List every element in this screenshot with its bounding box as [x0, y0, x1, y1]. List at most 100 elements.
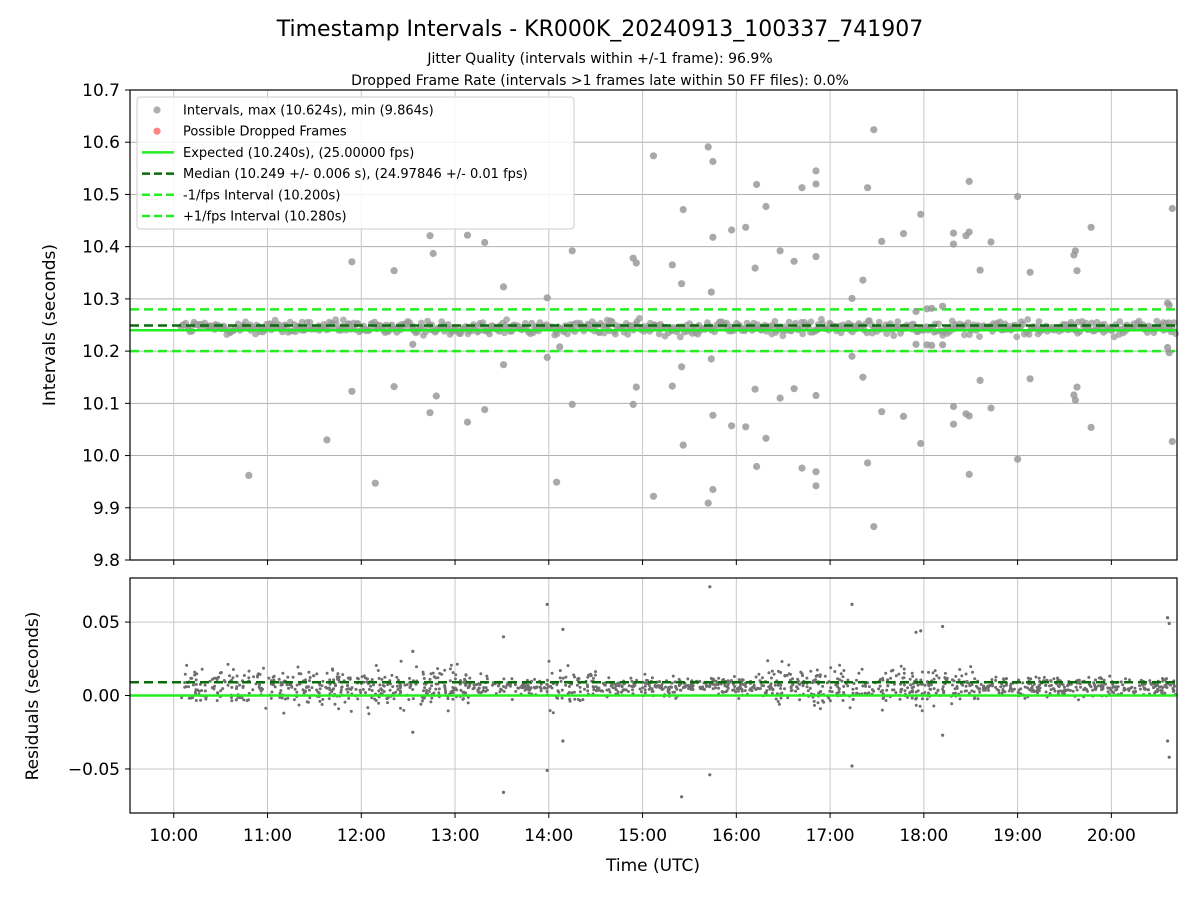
residual-point: [461, 690, 465, 694]
residual-point: [374, 664, 378, 667]
residual-point: [841, 675, 845, 679]
residual-point: [1108, 674, 1112, 678]
residual-point: [576, 677, 580, 680]
residual-point: [318, 687, 322, 691]
interval-outlier-point: [762, 434, 770, 442]
legend-entry-label: Intervals, max (10.624s), min (9.864s): [183, 104, 434, 119]
residual-point: [1061, 683, 1065, 687]
residual-point: [374, 699, 378, 702]
top-y-ticks: 9.8 9.9 10.0 10.1 10.2 10.3 10.4 10.5 10.6 10.7: [82, 81, 130, 571]
residual-point: [479, 672, 483, 676]
residual-point: [455, 662, 459, 666]
residual-point: [386, 683, 390, 687]
residual-point: [390, 673, 394, 677]
residual-point: [957, 678, 961, 682]
interval-outlier-point: [649, 152, 658, 160]
residual-point: [915, 696, 918, 700]
residual-point: [394, 690, 398, 694]
residual-point: [437, 691, 441, 695]
residual-point: [1048, 684, 1051, 688]
residual-point: [180, 696, 184, 700]
legend-box: [136, 96, 575, 230]
residual-point: [422, 677, 426, 680]
residual-point: [976, 697, 980, 701]
top-y-tick-label: 10.4: [82, 238, 120, 258]
residual-point: [256, 673, 260, 677]
residual-point: [643, 684, 647, 688]
residual-point: [973, 677, 977, 681]
residual-point: [508, 684, 512, 688]
residual-point: [1074, 685, 1078, 689]
residual-point: [650, 676, 654, 680]
residual-point: [567, 685, 571, 688]
residual-point: [931, 671, 935, 675]
residual-point: [943, 671, 947, 675]
interval-outlier-point: [812, 253, 820, 261]
residual-point: [1152, 685, 1156, 689]
interval-outlier-point: [949, 240, 958, 248]
residual-point: [247, 676, 251, 680]
interval-point: [1116, 318, 1124, 325]
residual-outlier-point: [411, 730, 415, 734]
chart-subtitle-dropped: Dropped Frame Rate (intervals >1 frames …: [351, 73, 849, 89]
residual-point: [1148, 679, 1152, 683]
residual-point: [359, 691, 363, 695]
residual-point: [994, 675, 998, 679]
residual-point: [548, 709, 552, 713]
residual-point: [791, 683, 795, 687]
residual-point: [1156, 683, 1160, 687]
residual-point: [1160, 689, 1164, 693]
residual-point: [377, 676, 381, 680]
residual-point: [334, 684, 337, 688]
residual-point: [529, 686, 533, 690]
residual-outlier-point: [411, 649, 415, 654]
residual-point: [714, 686, 718, 690]
residual-point: [679, 688, 683, 692]
residual-point: [967, 681, 971, 685]
residual-point: [766, 659, 770, 663]
residual-point: [235, 674, 239, 678]
x-axis-label: Time (UTC): [605, 856, 700, 876]
residual-point: [370, 689, 374, 692]
interval-outlier-point: [812, 482, 820, 490]
residual-point: [1171, 690, 1175, 693]
residual-point: [1056, 676, 1059, 680]
residual-point: [370, 696, 374, 700]
chart-title: Timestamp Intervals - KR000K_20240913_10…: [276, 17, 924, 42]
residual-point: [864, 684, 868, 688]
residual-point: [208, 679, 212, 683]
residual-point: [573, 697, 577, 701]
residual-point: [743, 689, 747, 693]
residual-point: [325, 671, 329, 675]
interval-outlier-point: [704, 499, 712, 507]
residual-point: [234, 698, 238, 702]
residual-point: [446, 697, 450, 701]
residual-point: [1099, 685, 1103, 689]
interval-outlier-point: [928, 304, 936, 312]
residual-point: [941, 687, 945, 691]
residual-point: [199, 698, 203, 702]
residual-point: [780, 660, 784, 663]
interval-outlier-point: [390, 267, 398, 275]
residual-point: [790, 688, 794, 692]
residual-point: [551, 711, 555, 715]
residual-point: [367, 712, 371, 716]
residual-point: [427, 689, 431, 693]
residual-point: [670, 685, 674, 689]
interval-outlier-point: [751, 264, 759, 272]
x-tick-label: 18:00: [899, 826, 948, 846]
residual-point: [923, 691, 927, 694]
residual-point: [1161, 679, 1165, 683]
interval-outlier-point: [939, 341, 947, 349]
residual-point: [932, 687, 936, 691]
residual-point: [902, 671, 906, 675]
residual-point: [430, 684, 434, 688]
residual-point: [631, 688, 634, 692]
residual-point: [213, 684, 216, 688]
residual-point: [502, 685, 505, 688]
residual-point: [838, 678, 842, 682]
residual-point: [399, 659, 403, 663]
residual-point: [395, 675, 399, 679]
interval-outlier-point: [426, 409, 434, 417]
residual-point: [425, 688, 429, 692]
